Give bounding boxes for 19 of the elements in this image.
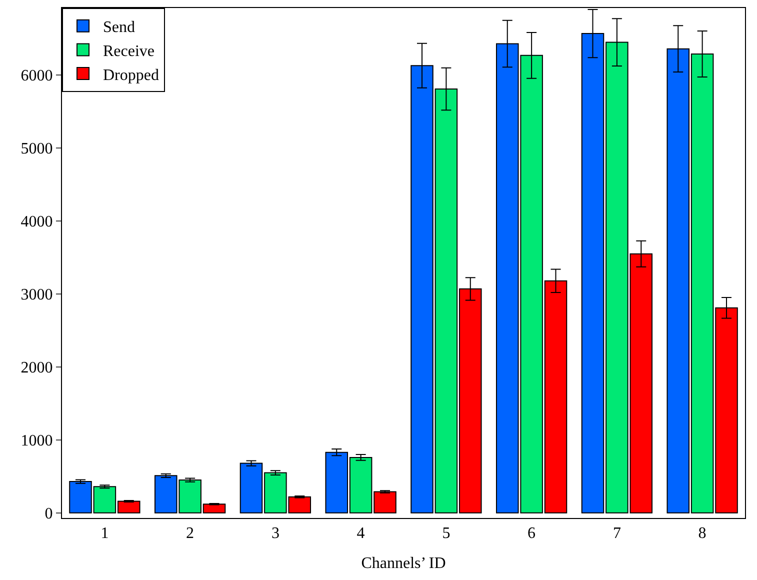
x-tick-label: 3: [271, 525, 280, 542]
y-tick-label: 3000: [20, 286, 53, 304]
x-tick-label: 2: [186, 525, 194, 542]
x-axis-title: Channels’ ID: [361, 554, 446, 572]
y-tick-label: 1000: [20, 432, 53, 450]
y-tick-label: 2000: [20, 360, 53, 377]
x-tick-label: 4: [356, 525, 365, 542]
legend-label: Send: [103, 19, 135, 36]
legend-label: Receive: [103, 42, 155, 60]
x-tick-label: 5: [442, 525, 450, 542]
x-tick-label: 7: [612, 525, 621, 542]
y-tick-label: 0: [44, 505, 53, 522]
y-tick-label: 6000: [20, 68, 53, 85]
y-tick-label: 4000: [20, 214, 53, 231]
x-tick-label: 6: [528, 525, 536, 542]
legend-label: Dropped: [103, 66, 159, 84]
x-tick-label: 1: [100, 525, 109, 542]
y-tick-label: 5000: [20, 140, 53, 158]
x-tick-label: 8: [698, 525, 706, 542]
